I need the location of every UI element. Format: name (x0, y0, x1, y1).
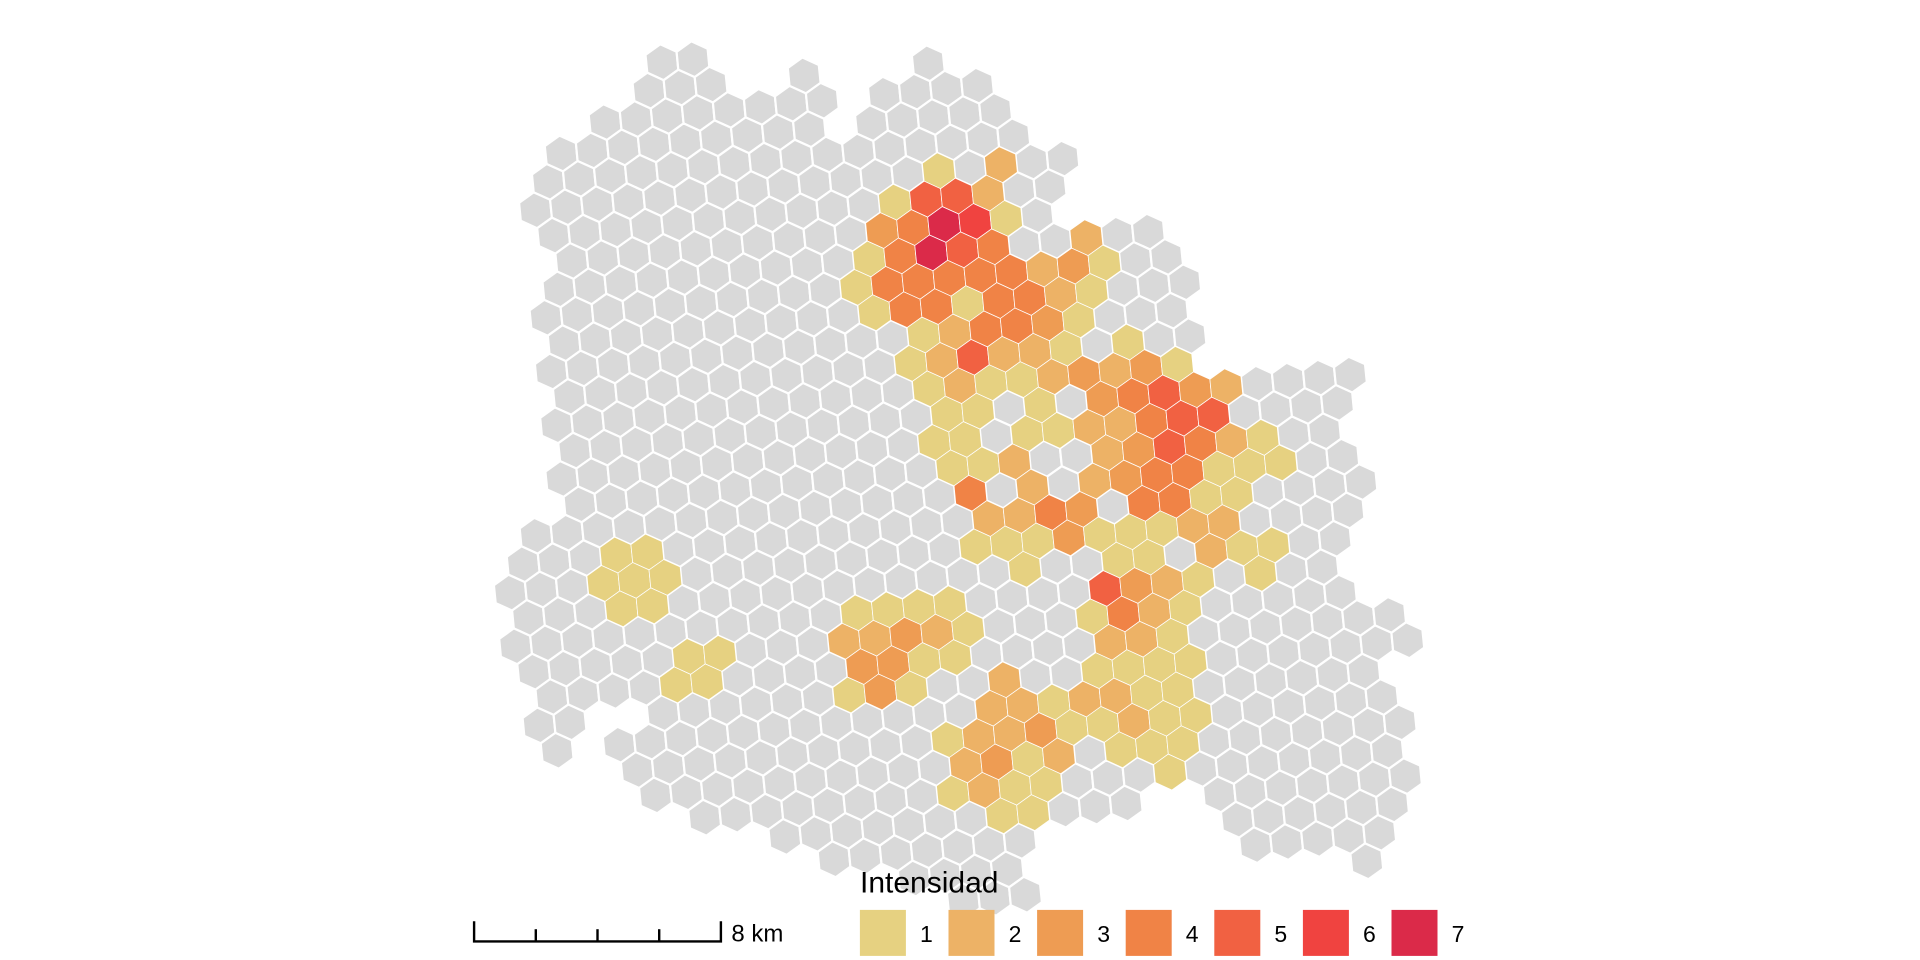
svg-text:3: 3 (1097, 921, 1110, 947)
svg-text:8 km: 8 km (731, 920, 783, 947)
svg-text:4: 4 (1186, 921, 1199, 947)
svg-text:5: 5 (1274, 921, 1287, 947)
svg-text:1: 1 (920, 921, 933, 947)
svg-text:2: 2 (1009, 921, 1022, 947)
svg-text:Intensidad: Intensidad (860, 867, 998, 900)
svg-text:6: 6 (1363, 921, 1376, 947)
svg-text:7: 7 (1452, 921, 1465, 947)
